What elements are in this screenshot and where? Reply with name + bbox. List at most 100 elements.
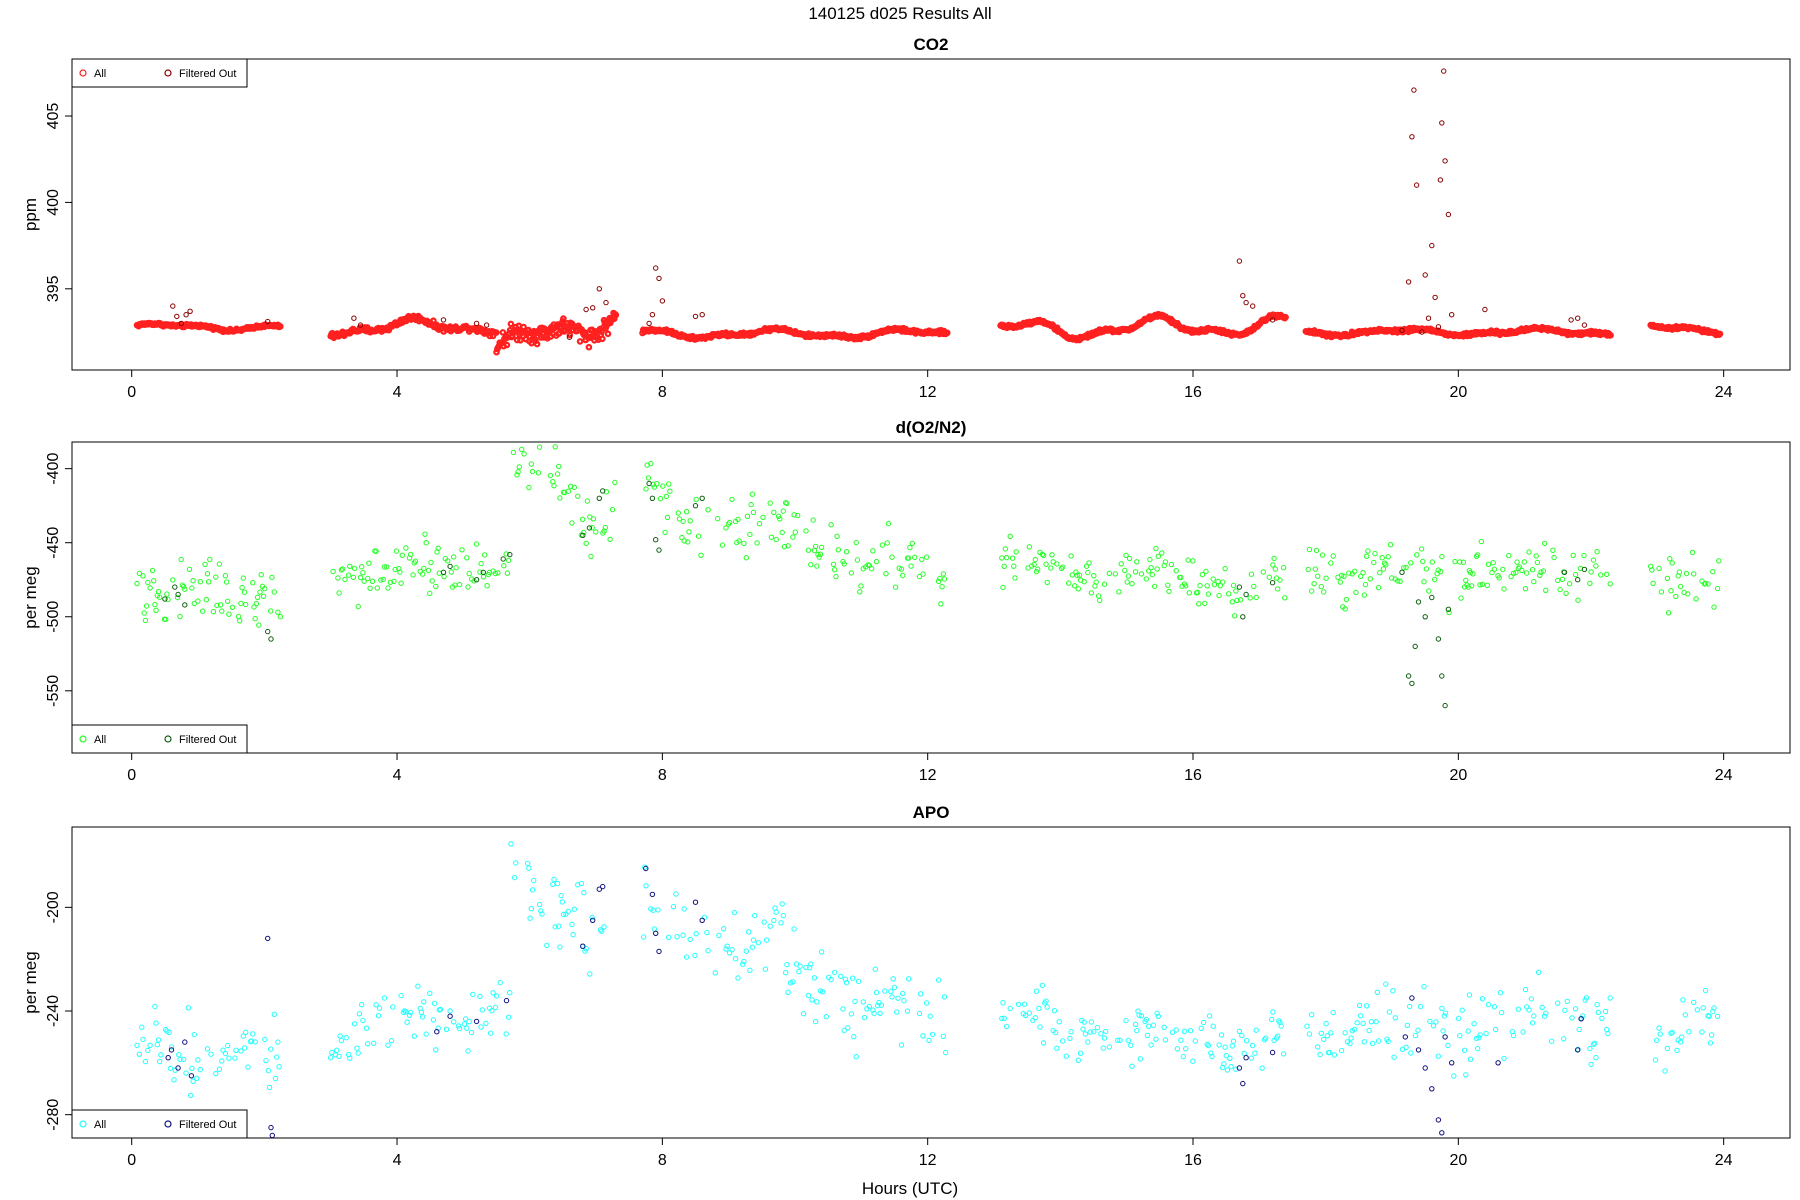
apo-point-all [1375,1038,1382,1044]
apo-point-all [1324,1033,1331,1039]
co2-title: CO2 [914,35,949,54]
o2n2-x-tick-label: 8 [658,767,667,784]
o2n2-point-all [1478,538,1485,545]
o2n2-point-all [657,496,664,502]
o2n2-point-all [1649,567,1655,573]
o2n2-point-filtered [1269,580,1276,586]
apo-point-all [916,1010,923,1017]
apo-point-all [704,929,710,936]
apo-point-all [720,926,727,932]
co2-point-all [1716,330,1724,338]
o2n2-point-all [1058,565,1065,572]
apo-point-all [503,1031,509,1037]
o2n2-point-all [857,589,863,595]
o2n2-point-filtered [1429,594,1435,601]
co2-point-all [513,336,521,344]
apo-point-all [529,887,536,893]
o2n2-point-all [1282,595,1288,601]
o2n2-point-all [1032,556,1039,563]
apo-point-all [1576,1026,1582,1033]
co2-point-filtered [649,312,656,318]
o2n2-point-all [1389,575,1395,581]
apo-point-all [771,917,777,924]
o2n2-point-all [1477,582,1483,588]
o2n2-point-all [1658,589,1665,595]
o2n2-legend-box [71,724,248,754]
o2n2-point-filtered [692,503,699,509]
apo-point-all [1252,1050,1258,1056]
apo-point-all [1392,1015,1399,1021]
apo-point-all [1044,1004,1050,1010]
o2n2-point-all [381,564,388,570]
o2n2-point-filtered [653,537,659,543]
o2n2-point-all [1341,573,1347,579]
o2n2-point-all [1222,565,1228,572]
o2n2-point-all [790,534,796,540]
o2n2-point-all [1420,558,1426,565]
apo-point-all [153,1020,159,1026]
o2n2-point-all [1469,583,1475,589]
co2-point-filtered [1425,315,1432,321]
co2-point-filtered [1236,258,1243,264]
apo-point-all [1039,982,1046,989]
o2n2-point-all [645,475,652,481]
o2n2-point-all [398,580,404,586]
apo-point-all [1243,1038,1250,1044]
co2-point-filtered [1405,279,1412,285]
apo-point-filtered [1240,1080,1246,1087]
o2n2-point-all [1457,559,1463,565]
o2n2-point-filtered [1405,673,1412,679]
o2n2-point-all [547,472,554,479]
apo-point-all [204,1046,211,1052]
o2n2-point-all [680,518,686,525]
apo-point-all [784,961,790,968]
apo-point-all [1007,1005,1013,1012]
apo-point-all [1040,1040,1047,1046]
apo-point-all [888,988,894,994]
o2n2-point-all [780,508,786,514]
o2n2-point-all [1463,577,1469,583]
apo-point-all [1000,1000,1006,1006]
apo-point-all [554,880,561,887]
apo-point-all [1248,1055,1255,1061]
apo-point-all [508,841,514,847]
apo-x-tick-label: 8 [658,1152,667,1169]
o2n2-point-all [396,565,402,572]
o2n2-point-all [357,574,364,581]
co2-x-tick-label: 24 [1715,384,1733,401]
apo-point-all [1682,1012,1689,1018]
o2n2-point-all [1095,593,1102,599]
apo-point-all [526,865,532,871]
apo-point-all [740,961,746,967]
apo-point-all [1664,1045,1671,1052]
apo-point-all [1033,988,1040,994]
o2n2-point-all [441,573,447,580]
o2n2-point-all [336,590,342,596]
apo-point-all [477,993,483,1000]
o2n2-y-tick-label: -500 [45,601,62,633]
apo-point-all [1477,1032,1483,1038]
o2n2-point-all [385,585,391,591]
o2n2-point-all [912,554,918,560]
o2n2-point-all [1490,560,1496,566]
co2-point-filtered [1449,312,1455,318]
co2-point-filtered [170,303,176,309]
o2n2-point-all [1149,571,1156,578]
o2n2-point-all [1007,533,1013,539]
apo-point-filtered [1409,995,1415,1001]
o2n2-point-all [1323,575,1329,581]
apo-point-all [1403,1044,1409,1051]
apo-point-filtered [1435,1117,1442,1123]
apo-point-all [245,1064,251,1070]
o2n2-point-all [147,585,153,591]
o2n2-point-all [1346,570,1352,576]
apo-point-all [750,937,757,943]
o2n2-point-all [1521,559,1528,565]
apo-point-all [1583,995,1590,1001]
apo-point-all [1691,999,1697,1006]
apo-point-all [1137,1056,1144,1062]
o2n2-point-all [919,556,925,563]
o2n2-point-all [384,564,390,570]
apo-y-tick-label: -240 [45,995,62,1027]
o2n2-point-all [339,566,346,572]
